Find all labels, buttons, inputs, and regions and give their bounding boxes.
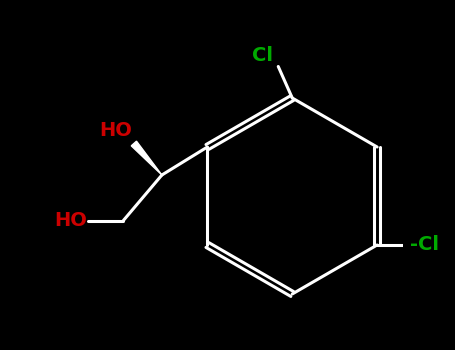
- Text: HO: HO: [54, 211, 86, 230]
- Text: -Cl: -Cl: [410, 236, 440, 254]
- Text: HO: HO: [99, 121, 132, 140]
- Polygon shape: [131, 141, 162, 175]
- Text: Cl: Cl: [252, 46, 273, 65]
